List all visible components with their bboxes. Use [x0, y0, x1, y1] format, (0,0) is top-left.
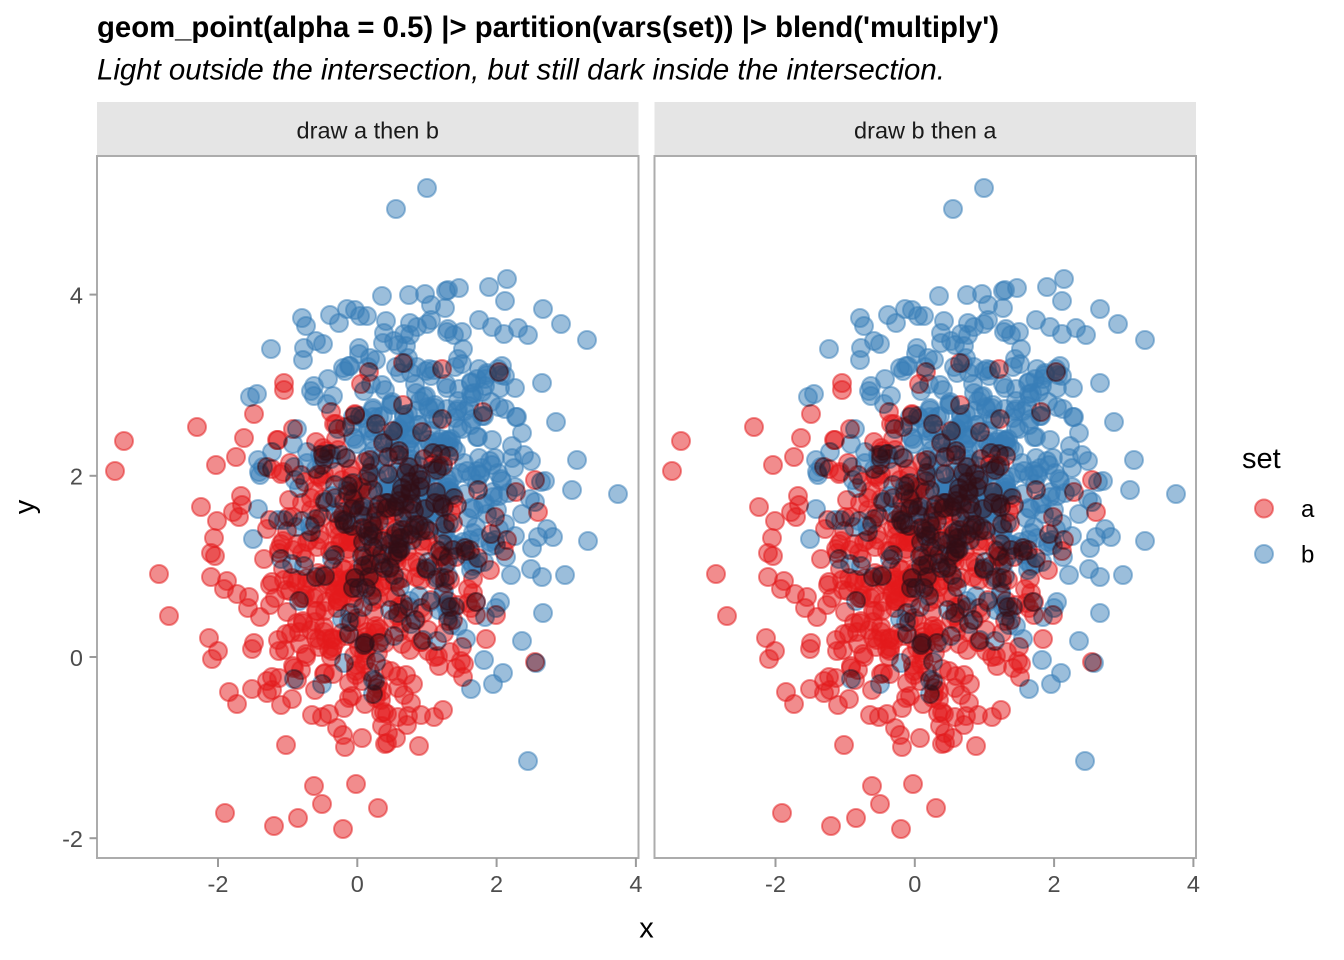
svg-text:set: set	[1242, 443, 1281, 475]
svg-text:-2: -2	[765, 871, 786, 897]
svg-text:draw a then b: draw a then b	[297, 118, 439, 144]
svg-text:0: 0	[908, 871, 921, 897]
svg-text:-2: -2	[62, 826, 83, 852]
svg-text:0: 0	[70, 645, 83, 671]
svg-text:x: x	[639, 913, 654, 945]
svg-text:geom_point(alpha = 0.5) |> par: geom_point(alpha = 0.5) |> partition(var…	[97, 11, 999, 44]
svg-text:4: 4	[1187, 871, 1200, 897]
svg-text:y: y	[9, 499, 41, 514]
svg-text:Light outside the intersection: Light outside the intersection, but stil…	[97, 54, 945, 87]
svg-text:-2: -2	[208, 871, 229, 897]
svg-text:2: 2	[490, 871, 503, 897]
svg-text:0: 0	[351, 871, 364, 897]
svg-text:2: 2	[70, 464, 83, 490]
svg-text:4: 4	[70, 282, 83, 308]
svg-text:2: 2	[1048, 871, 1061, 897]
svg-text:b: b	[1301, 542, 1314, 569]
svg-text:a: a	[1301, 496, 1315, 523]
svg-text:4: 4	[629, 871, 642, 897]
svg-text:draw b then a: draw b then a	[854, 118, 997, 144]
